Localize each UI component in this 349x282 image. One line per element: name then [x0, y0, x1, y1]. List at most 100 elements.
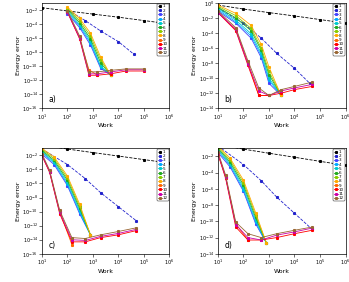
10	[58, 212, 62, 215]
Line: 12: 12	[41, 153, 137, 239]
8	[109, 74, 113, 77]
2	[216, 144, 220, 147]
7	[265, 242, 269, 245]
5	[40, 150, 44, 153]
Legend: 1, 2, 3, 4, 5, 6, 7, 8, 9, 10, 11, 12: 1, 2, 3, 4, 5, 6, 7, 8, 9, 10, 11, 12	[333, 4, 345, 56]
1	[216, 143, 220, 146]
8	[216, 3, 220, 7]
4	[77, 24, 82, 28]
10	[246, 64, 250, 67]
5	[216, 148, 220, 151]
11	[246, 62, 250, 65]
Line: 6: 6	[217, 6, 282, 96]
1	[242, 147, 246, 151]
4	[98, 65, 103, 69]
3	[253, 222, 258, 226]
8	[77, 202, 82, 206]
12	[223, 173, 228, 177]
5	[228, 162, 232, 166]
12	[216, 9, 220, 13]
12	[267, 94, 271, 97]
7	[109, 74, 113, 77]
Line: 4: 4	[217, 150, 267, 244]
5	[265, 242, 269, 245]
2	[242, 163, 246, 166]
Line: 8: 8	[67, 6, 112, 76]
10	[70, 240, 74, 244]
12	[246, 232, 250, 235]
12	[109, 69, 113, 72]
10	[216, 11, 220, 14]
3	[279, 94, 283, 97]
12	[47, 168, 52, 172]
11	[47, 170, 52, 173]
2	[134, 219, 138, 222]
6	[216, 6, 220, 9]
1	[116, 154, 120, 158]
5	[88, 233, 92, 237]
8	[267, 65, 271, 69]
3	[65, 12, 69, 15]
12	[77, 34, 82, 38]
12	[257, 86, 261, 90]
Line: 9: 9	[217, 12, 270, 96]
12	[246, 59, 250, 63]
11	[234, 28, 238, 31]
4	[259, 54, 263, 57]
3	[65, 184, 69, 187]
10	[292, 88, 297, 91]
8	[279, 94, 283, 97]
3	[77, 212, 82, 215]
8	[88, 233, 92, 237]
6	[228, 160, 232, 164]
7	[216, 146, 220, 149]
1	[116, 16, 120, 19]
8	[65, 174, 69, 178]
11	[116, 232, 120, 235]
Line: 7: 7	[217, 5, 282, 96]
Y-axis label: Energy error: Energy error	[192, 181, 197, 221]
11	[83, 239, 87, 242]
3	[267, 82, 271, 85]
2	[275, 52, 279, 55]
12	[292, 85, 297, 88]
5	[88, 39, 92, 43]
12	[98, 233, 103, 237]
5	[249, 32, 253, 35]
3	[242, 190, 246, 193]
3	[109, 74, 113, 77]
12	[310, 80, 314, 84]
7	[267, 70, 271, 73]
11	[310, 83, 314, 86]
11	[216, 151, 220, 155]
10	[142, 69, 146, 73]
Line: 4: 4	[41, 152, 91, 236]
1	[318, 160, 322, 163]
12	[95, 70, 99, 74]
9	[77, 36, 82, 40]
7	[77, 19, 82, 22]
Line: 10: 10	[67, 11, 145, 76]
Line: 8: 8	[217, 4, 282, 96]
12	[275, 232, 279, 235]
Text: c): c)	[48, 241, 55, 250]
6	[88, 37, 92, 40]
5	[259, 52, 263, 55]
5	[98, 64, 103, 68]
Line: 1: 1	[217, 4, 346, 24]
Line: 2: 2	[67, 9, 135, 55]
Line: 7: 7	[41, 149, 91, 236]
Line: 9: 9	[41, 155, 73, 246]
12	[83, 237, 87, 240]
11	[267, 94, 271, 97]
3	[40, 153, 44, 156]
X-axis label: Work: Work	[98, 269, 114, 274]
10	[279, 92, 283, 95]
7	[259, 46, 263, 50]
9	[95, 74, 99, 77]
6	[40, 149, 44, 152]
10	[267, 94, 271, 97]
5	[234, 18, 238, 22]
6	[267, 73, 271, 76]
1	[292, 156, 297, 159]
